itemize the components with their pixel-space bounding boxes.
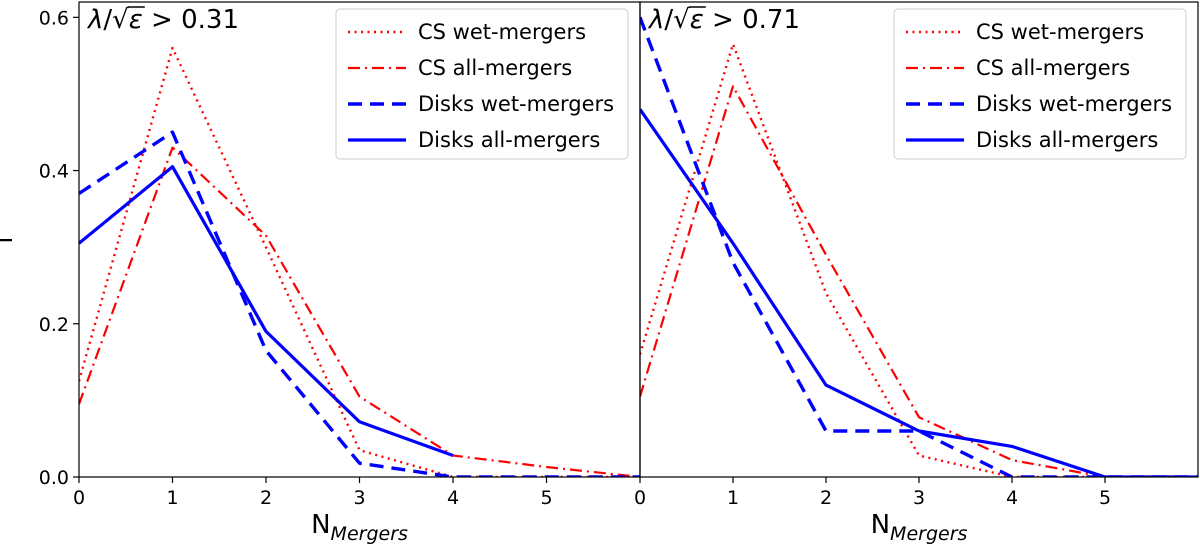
- x-tick-label: 1: [727, 487, 739, 509]
- title-lambda: λ: [86, 5, 103, 35]
- x-axis-label: NMergers: [871, 510, 968, 545]
- series-line-3: [79, 130, 640, 477]
- x-axis-label-main: N: [871, 510, 890, 540]
- x-tick-label: 0: [634, 487, 646, 509]
- title-comparison: > 0.71: [704, 5, 800, 35]
- series-group: [640, 16, 1198, 477]
- series-group: [79, 46, 640, 477]
- x-tick-label: 3: [913, 487, 925, 509]
- x-axis-label-sub: Mergers: [890, 523, 967, 545]
- x-tick-label: 0: [73, 487, 85, 509]
- legend-box: [893, 8, 1187, 160]
- title-epsilon: ε: [690, 5, 704, 35]
- y-tick-label: 0.4: [39, 161, 69, 183]
- legend-label-1: CS wet-mergers: [976, 20, 1144, 44]
- legend: CS wet-mergers CS all-mergers Disks wet-me…: [335, 8, 629, 160]
- legend-label-2: CS all-mergers: [976, 56, 1130, 80]
- legend-label-1: CS wet-mergers: [418, 20, 586, 44]
- title-slash: /: [664, 5, 673, 35]
- panel-title-text: λ/√ε > 0.71: [647, 5, 800, 35]
- legend-label-2: CS all-mergers: [418, 56, 572, 80]
- series-line-1: [79, 46, 640, 477]
- x-tick-label: 1: [166, 487, 178, 509]
- x-axis-label-sub: Mergers: [331, 523, 408, 545]
- panel-title-text: λ/√ε > 0.31: [86, 5, 239, 35]
- title-slash: /: [103, 5, 112, 35]
- title-sqrt: √: [673, 5, 690, 35]
- x-tick-label: 2: [260, 487, 272, 509]
- x-axis-label: NMergers: [311, 510, 408, 545]
- legend-label-3: Disks wet-mergers: [976, 92, 1172, 116]
- legend-box: [335, 8, 629, 160]
- x-tick-label: 3: [353, 487, 365, 509]
- y-axis-label: f: [0, 234, 19, 244]
- legend-label-3: Disks wet-mergers: [418, 92, 614, 116]
- series-line-4: [79, 165, 454, 458]
- series-line-2: [640, 85, 1198, 477]
- series-line-4: [640, 108, 1198, 477]
- x-tick-label: 5: [1099, 487, 1111, 509]
- legend-label-4: Disks all-mergers: [976, 128, 1158, 152]
- y-tick-label: 0.0: [39, 467, 69, 489]
- panel-title: λ/√ε > 0.71: [647, 5, 800, 35]
- x-tick-label: 2: [820, 487, 832, 509]
- x-axis-label-main: N: [311, 510, 330, 540]
- x-tick-label: 5: [540, 487, 552, 509]
- legend: CS wet-mergers CS all-mergers Disks wet-me…: [893, 8, 1187, 160]
- panel-title: λ/√ε > 0.31: [86, 5, 239, 35]
- title-lambda: λ: [647, 5, 664, 35]
- title-comparison: > 0.31: [143, 5, 239, 35]
- legend-label-4: Disks all-mergers: [418, 128, 600, 152]
- title-epsilon: ε: [129, 5, 143, 35]
- y-tick-label: 0.2: [39, 314, 69, 336]
- series-line-2: [79, 146, 640, 477]
- title-sqrt: √: [112, 5, 129, 35]
- x-tick-label: 4: [447, 487, 459, 509]
- x-tick-label: 4: [1006, 487, 1018, 509]
- y-tick-label: 0.6: [39, 7, 69, 29]
- panel-1: 0 1 2 3 4 5 0.0 0.2 0.4 0.6 NMergers f λ/√ε > 0.31 CS…: [0, 1, 641, 545]
